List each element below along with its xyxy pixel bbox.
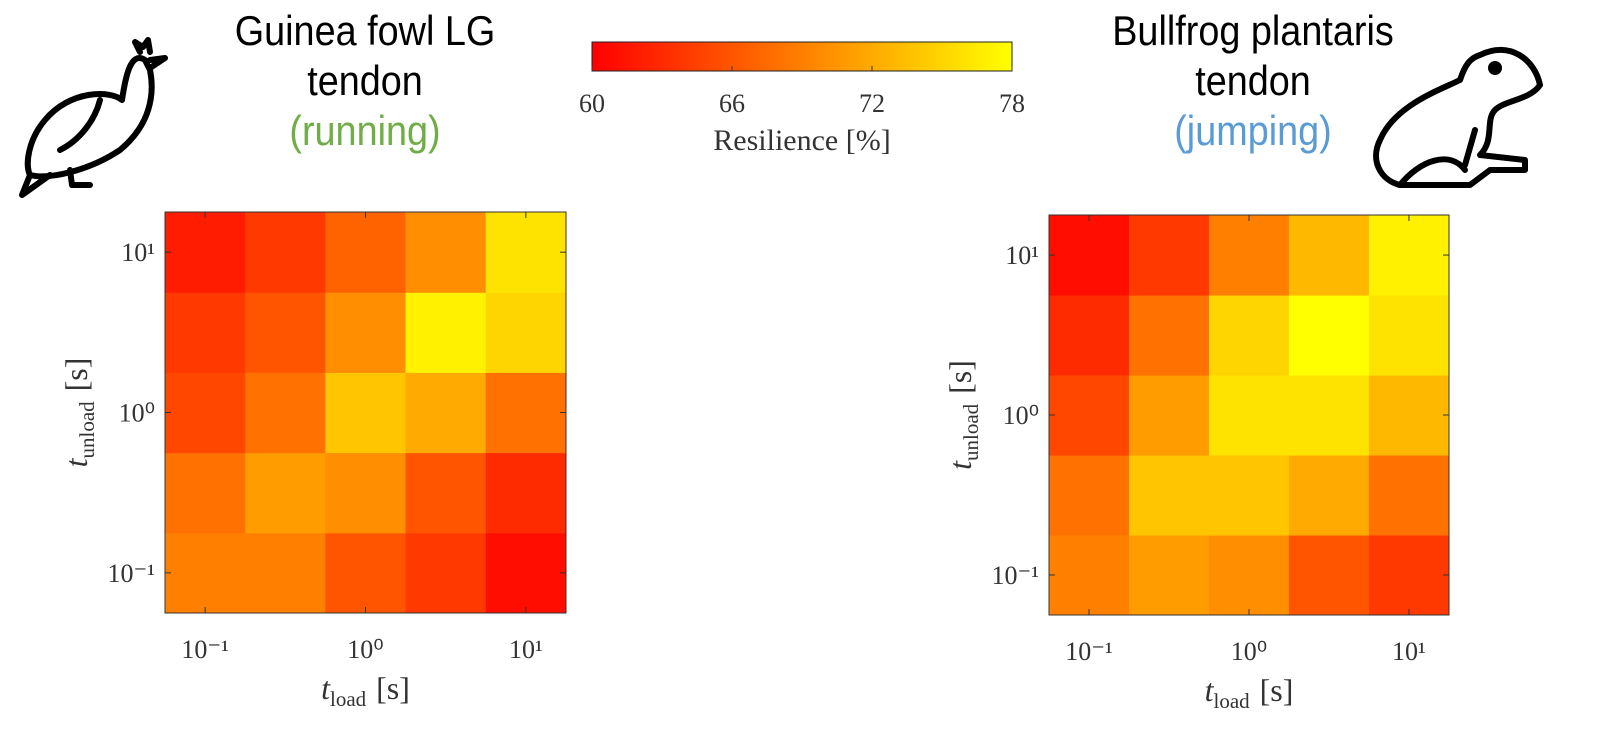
y-tick-label: 10⁰ [119, 399, 155, 428]
heatmap-cell [1049, 215, 1130, 296]
heatmap-cell [405, 452, 487, 534]
heatmap-cell [1128, 455, 1210, 536]
x-tick-label: 10⁻¹ [1065, 637, 1113, 666]
heatmap-cell [245, 452, 326, 534]
heatmap-cell [1128, 215, 1210, 296]
label-symbol: t [58, 457, 94, 467]
heatmap-cell [1288, 295, 1370, 376]
heatmap-cell [1368, 295, 1450, 376]
label-subscript: unload [959, 403, 983, 461]
heatmap-cell [1049, 535, 1130, 616]
heatmap-cell [1288, 455, 1370, 536]
x-tick-label: 10¹ [1392, 637, 1426, 666]
heatmap-cell [1208, 375, 1290, 456]
heatmap-cell [1208, 535, 1290, 616]
heatmap-cell [485, 212, 567, 293]
x-tick-label: 10¹ [509, 635, 543, 664]
heatmap-cell [1208, 455, 1290, 536]
heatmap-cell [245, 292, 326, 373]
heatmap-cell [165, 292, 246, 373]
heatmap-cell [405, 532, 487, 614]
chart-title: Guinea fowl LG tendon (running) [203, 6, 527, 156]
ylabel-axis-label: tunload [s] [942, 360, 983, 470]
heatmap-cell [325, 532, 407, 614]
x-tick-label: 10⁰ [1231, 637, 1267, 666]
heatmap-cell [325, 452, 407, 534]
colorbar-tick-label: 66 [719, 89, 745, 118]
heatmap-cell [485, 452, 567, 534]
label-unit: [s] [1260, 672, 1294, 708]
title-text: Guinea fowl LG tendon [234, 7, 496, 104]
heatmap-cell [1368, 455, 1450, 536]
label-unit: [s] [58, 358, 94, 392]
xlabel-axis-label: tload [s] [321, 670, 410, 711]
heatmap-cell [1368, 375, 1450, 456]
label-subscript: unload [75, 401, 99, 459]
y-tick-label: 10⁻¹ [991, 561, 1039, 590]
label-symbol: t [321, 670, 331, 706]
heatmap-cell [1208, 295, 1290, 376]
label-unit: [s] [942, 360, 978, 394]
frog-icon [1373, 46, 1543, 188]
heatmap-cell [1288, 215, 1370, 296]
chart-subtitle: (jumping) [1174, 107, 1332, 154]
heatmap-cell [165, 452, 246, 534]
bird-icon [19, 37, 168, 198]
heatmap-cell [1128, 535, 1210, 616]
chart-subtitle: (running) [289, 107, 441, 154]
heatmap-cell [1049, 295, 1130, 376]
heatmap-cell [1049, 375, 1130, 456]
label-subscript: load [1213, 689, 1250, 713]
x-tick-label: 10⁻¹ [181, 635, 229, 664]
colorbar [591, 41, 1013, 72]
xlabel-axis-label: tload [s] [1205, 672, 1294, 713]
colorbar-tick-label: 60 [579, 89, 605, 118]
colorbar-tick-label: 72 [859, 89, 885, 118]
heatmap-cell [245, 212, 326, 293]
chart-title: Bullfrog plantaris tendon (jumping) [1091, 6, 1415, 156]
y-tick-label: 10¹ [121, 238, 155, 267]
heatmap-cell [405, 372, 487, 454]
title-text: Bullfrog plantaris tendon [1112, 7, 1394, 104]
heatmap-cell [405, 292, 487, 373]
x-tick-label: 10⁰ [347, 635, 383, 664]
label-unit: [s] [376, 670, 410, 706]
heatmap-cell [325, 212, 407, 293]
heatmap-cell [245, 532, 326, 614]
colorbar-label: Resilience [%] [713, 124, 890, 157]
heatmap-cell [165, 372, 246, 454]
y-tick-label: 10⁰ [1003, 401, 1039, 430]
heatmap-cell [1128, 375, 1210, 456]
heatmap-cell [1288, 535, 1370, 616]
heatmap-cell [1128, 295, 1210, 376]
ylabel-axis-label: tunload [s] [58, 358, 99, 468]
heatmap-cell [325, 372, 407, 454]
heatmap-cell [485, 292, 567, 373]
heatmap-cell [485, 372, 567, 454]
heatmap-cell [1049, 455, 1130, 536]
heatmap-cell [165, 532, 246, 614]
heatmap-cell [245, 372, 326, 454]
label-subscript: load [330, 687, 367, 711]
y-tick-label: 10¹ [1005, 241, 1039, 270]
y-tick-label: 10⁻¹ [107, 559, 155, 588]
heatmap-cell [1368, 215, 1450, 296]
heatmap-cell [1208, 215, 1290, 296]
label-symbol: t [1205, 672, 1215, 708]
heatmap-cell [485, 532, 567, 614]
label-symbol: t [942, 460, 978, 470]
heatmap-cell [165, 212, 246, 293]
heatmap-cell [1288, 375, 1370, 456]
heatmap-cell [1368, 535, 1450, 616]
heatmap-cell [405, 212, 487, 293]
heatmap-cell [325, 292, 407, 373]
colorbar-tick-label: 78 [999, 89, 1025, 118]
